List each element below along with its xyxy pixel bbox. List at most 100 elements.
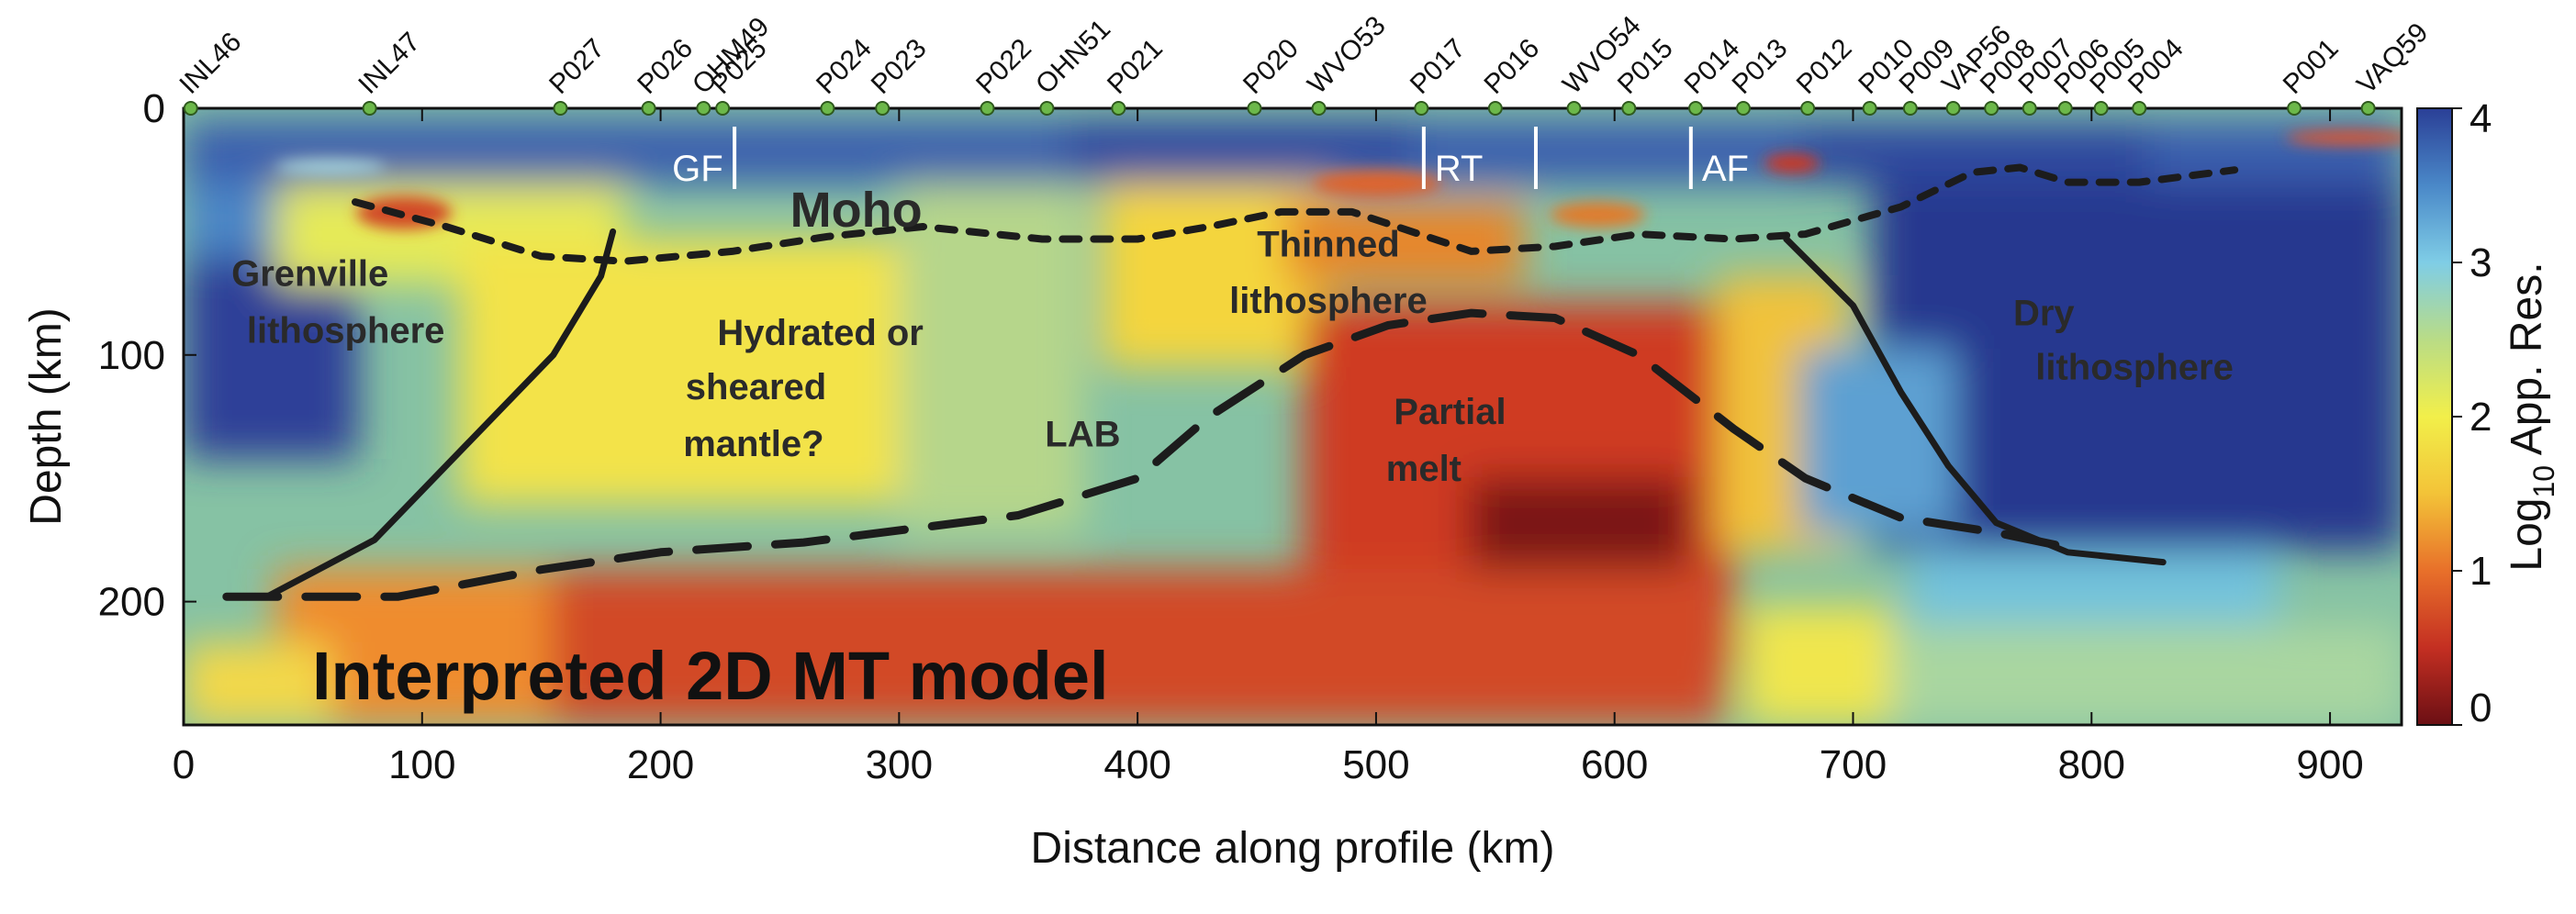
moho-line [352,163,2239,265]
y-axis: 0 100 200 [98,86,196,625]
colorbar-tick-label-1: 1 [2470,549,2492,594]
station-marker-9 [1039,101,1055,116]
station-marker-27 [2132,101,2147,116]
x-tick-label-9: 900 [2296,742,2363,787]
east-boundary-line [1783,236,2167,566]
x-tick-label-2: 200 [627,742,694,787]
station-marker-2 [553,101,568,116]
x-tick-label-3: 300 [866,742,933,787]
station-label-0: INL46 [174,27,247,100]
x-tick-label-0: 0 [173,742,195,787]
station-label-18: P013 [1727,33,1794,100]
resistivity-heatmap [184,108,2402,725]
station-marker-29 [2360,101,2376,116]
colorbar [2416,107,2453,726]
label-moho: Moho [790,183,923,238]
lab-line [222,308,2072,601]
station-marker-14 [1487,101,1503,116]
station-marker-1 [362,101,377,116]
station-marker-7 [875,101,890,116]
y-axis-title: Depth (km) [22,307,71,525]
fault-label-1: RT [1435,149,1484,189]
station-label-12: WVO53 [1302,10,1392,100]
label-hydrated-2: sheared [686,367,826,407]
fault-markers: GF RT AF [672,127,1749,189]
station-label-9: OHN51 [1030,14,1116,100]
station-marker-13 [1414,101,1429,116]
station-marker-11 [1247,101,1262,116]
x-tick-label-6: 600 [1581,742,1648,787]
x-axis: 0 100 200 300 400 500 600 700 800 900 [173,108,2364,787]
west-boundary-line [263,228,617,600]
station-label-28: P001 [2278,33,2345,100]
x-tick-label-5: 500 [1342,742,1409,787]
label-partial-1: Partial [1394,392,1506,432]
colorbar-title: Log10 App. Res. [2503,262,2560,571]
station-marker-17 [1688,101,1704,116]
label-partial-2: melt [1386,449,1462,489]
x-tick-label-7: 700 [1820,742,1887,787]
y-tick-label-2: 200 [98,580,165,625]
station-label-14: P016 [1478,33,1545,100]
station-label-11: P020 [1238,33,1305,100]
label-lab: LAB [1045,414,1120,454]
station-marker-4 [696,101,711,116]
station-marker-22 [1945,101,1961,116]
plot-frame [182,106,2403,727]
station-marker-25 [2057,101,2073,116]
x-tick-label-8: 800 [2058,742,2125,787]
model-title: Interpreted 2D MT model [312,638,1109,714]
station-label-7: P023 [866,33,933,100]
colorbar-tick-label-0: 0 [2470,686,2492,730]
station-label-13: P017 [1405,33,1472,100]
fault-label-0: GF [672,149,723,189]
colorbar-ticks: 0 1 2 3 4 [2452,96,2492,730]
label-hydrated-3: mantle? [683,424,823,464]
colorbar-tick-label-3: 3 [2470,240,2492,285]
station-marker-19 [1800,101,1816,116]
station-marker-6 [820,101,835,116]
station-marker-5 [715,101,731,116]
station-marker-18 [1735,101,1751,116]
colorbar-title-rest: App. Res. [2503,262,2551,464]
label-grenville-2: lithosphere [247,310,445,351]
station-marker-21 [1902,101,1918,116]
x-axis-title: Distance along profile (km) [1031,824,1555,873]
station-marker-16 [1621,101,1637,116]
station-label-17: P014 [1679,33,1746,100]
label-hydrated-1: Hydrated or [717,313,924,353]
fault-label-2: AF [1702,149,1749,189]
colorbar-tick-label-4: 4 [2470,96,2492,141]
y-tick-label-0: 0 [143,86,165,131]
station-marker-28 [2287,101,2302,116]
station-marker-15 [1566,101,1582,116]
label-grenville-1: Grenville [231,254,388,295]
label-dry-2: lithosphere [2035,348,2234,388]
station-label-2: P027 [543,33,610,100]
label-thinned-2: lithosphere [1229,281,1428,321]
station-label-8: P022 [970,33,1037,100]
station-label-6: P024 [811,33,878,100]
station-marker-0 [183,101,198,116]
station-label-29: VAQ59 [2351,17,2434,100]
station-marker-8 [980,101,995,116]
interpretation-labels: Moho Grenville lithosphere Hydrated or shear… [231,183,2234,489]
colorbar-title-main: Log [2503,497,2551,571]
station-label-1: INL47 [353,27,426,100]
station-marker-23 [1984,101,1999,116]
station-label-10: P021 [1102,33,1169,100]
colorbar-tick-label-2: 2 [2470,395,2492,440]
station-marker-3 [641,101,656,116]
station-label-19: P012 [1791,33,1858,100]
station-marker-20 [1862,101,1877,116]
station-marker-26 [2093,101,2109,116]
x-tick-label-4: 400 [1103,742,1170,787]
y-tick-label-1: 100 [98,333,165,378]
colorbar-title-sub: 10 [2527,465,2560,498]
x-tick-label-1: 100 [388,742,455,787]
label-thinned-1: Thinned [1257,224,1400,264]
station-marker-24 [2022,101,2037,116]
station-marker-10 [1111,101,1126,116]
